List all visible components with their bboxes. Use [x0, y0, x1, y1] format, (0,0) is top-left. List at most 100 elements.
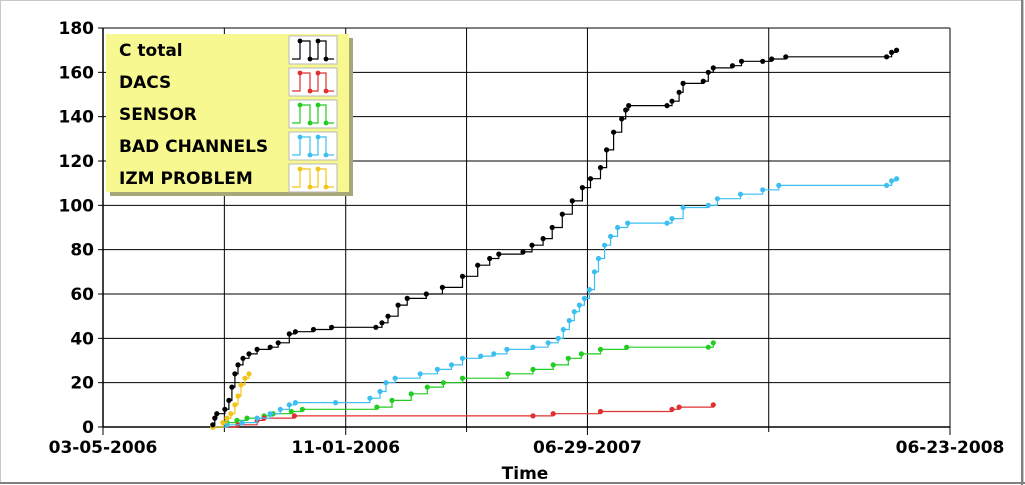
data-point [597, 346, 604, 352]
data-point [228, 411, 234, 417]
legend-swatch-point [323, 120, 329, 126]
data-point [710, 65, 716, 71]
data-point [212, 415, 218, 421]
data-point [597, 408, 604, 415]
data-point [310, 326, 317, 333]
data-point [240, 355, 246, 361]
data-point [392, 375, 398, 381]
y-tick-label: 60 [70, 285, 94, 305]
series-layer [210, 47, 900, 430]
data-point [729, 63, 736, 69]
data-point [889, 178, 895, 184]
data-point [680, 80, 686, 86]
data-point [424, 384, 430, 390]
data-point [459, 375, 466, 381]
data-point [505, 371, 511, 377]
data-point [520, 249, 526, 255]
legend-swatch-point [315, 166, 321, 172]
data-point [232, 402, 238, 408]
data-point [242, 375, 248, 381]
y-tick-label: 80 [70, 241, 94, 261]
data-point [439, 284, 445, 290]
legend-label: DACS [119, 73, 171, 93]
data-point [595, 255, 602, 262]
y-tick-label: 120 [59, 152, 95, 172]
data-point [459, 273, 466, 279]
series-c-total [210, 47, 900, 428]
data-point [602, 242, 608, 248]
legend-swatch-box [288, 131, 338, 161]
data-point [478, 353, 484, 359]
data-point [277, 406, 283, 412]
data-point [894, 47, 900, 53]
data-point [244, 415, 250, 421]
legend-swatch-line [292, 40, 334, 60]
data-point [769, 56, 775, 62]
data-point [625, 220, 631, 226]
y-tick-label: 100 [59, 196, 95, 216]
data-point [235, 362, 241, 368]
x-axis-label: Time [502, 464, 549, 484]
legend-swatch-point [307, 88, 313, 94]
data-point [423, 291, 429, 297]
data-point [299, 406, 305, 412]
legend-swatch-line [292, 104, 334, 124]
legend-swatch-point [315, 102, 321, 108]
data-point [889, 49, 895, 56]
data-point [226, 397, 232, 403]
legend-swatch-box [288, 99, 338, 129]
data-point [559, 211, 565, 217]
data-point [214, 411, 220, 417]
data-point [626, 103, 632, 109]
data-point [669, 406, 675, 412]
x-tick-label: 06-23-2008 [896, 438, 1005, 458]
series-line [212, 178, 898, 428]
data-point [611, 129, 617, 135]
data-point [239, 420, 245, 426]
data-point [623, 107, 629, 113]
legend-swatch-point [315, 70, 321, 76]
data-point [224, 422, 230, 428]
data-point [664, 103, 670, 109]
data-point [586, 287, 593, 293]
data-point [700, 78, 706, 84]
legend-swatch-point [307, 184, 313, 190]
data-point [550, 411, 556, 417]
data-point [210, 422, 216, 428]
data-point [254, 346, 260, 352]
legend-swatch-point [297, 38, 303, 44]
data-point [608, 233, 614, 239]
legend-swatch-line [292, 168, 334, 188]
data-point [579, 185, 586, 191]
data-point [604, 147, 610, 153]
data-point [738, 58, 745, 64]
data-point [404, 295, 410, 301]
data-point [487, 255, 493, 262]
data-point [448, 362, 455, 368]
data-point [884, 182, 890, 188]
data-point [379, 320, 385, 326]
data-point [491, 351, 497, 357]
data-point [571, 309, 577, 315]
data-point [229, 384, 235, 390]
y-tick-label: 160 [59, 63, 95, 83]
data-point [246, 351, 252, 357]
data-point [560, 326, 566, 333]
data-point [624, 344, 630, 350]
data-point [232, 371, 238, 377]
legend-swatch-point [323, 152, 329, 158]
data-point [619, 116, 625, 122]
data-point [597, 165, 604, 171]
data-point [591, 269, 598, 275]
data-point [504, 346, 510, 352]
data-point [496, 251, 502, 257]
data-point [333, 400, 339, 406]
data-point [545, 340, 551, 346]
data-point [286, 331, 292, 337]
data-point [434, 366, 440, 372]
data-point [389, 397, 395, 403]
data-point [566, 318, 572, 324]
legend-swatch-line [292, 136, 334, 156]
series-bad-channels [210, 176, 900, 430]
